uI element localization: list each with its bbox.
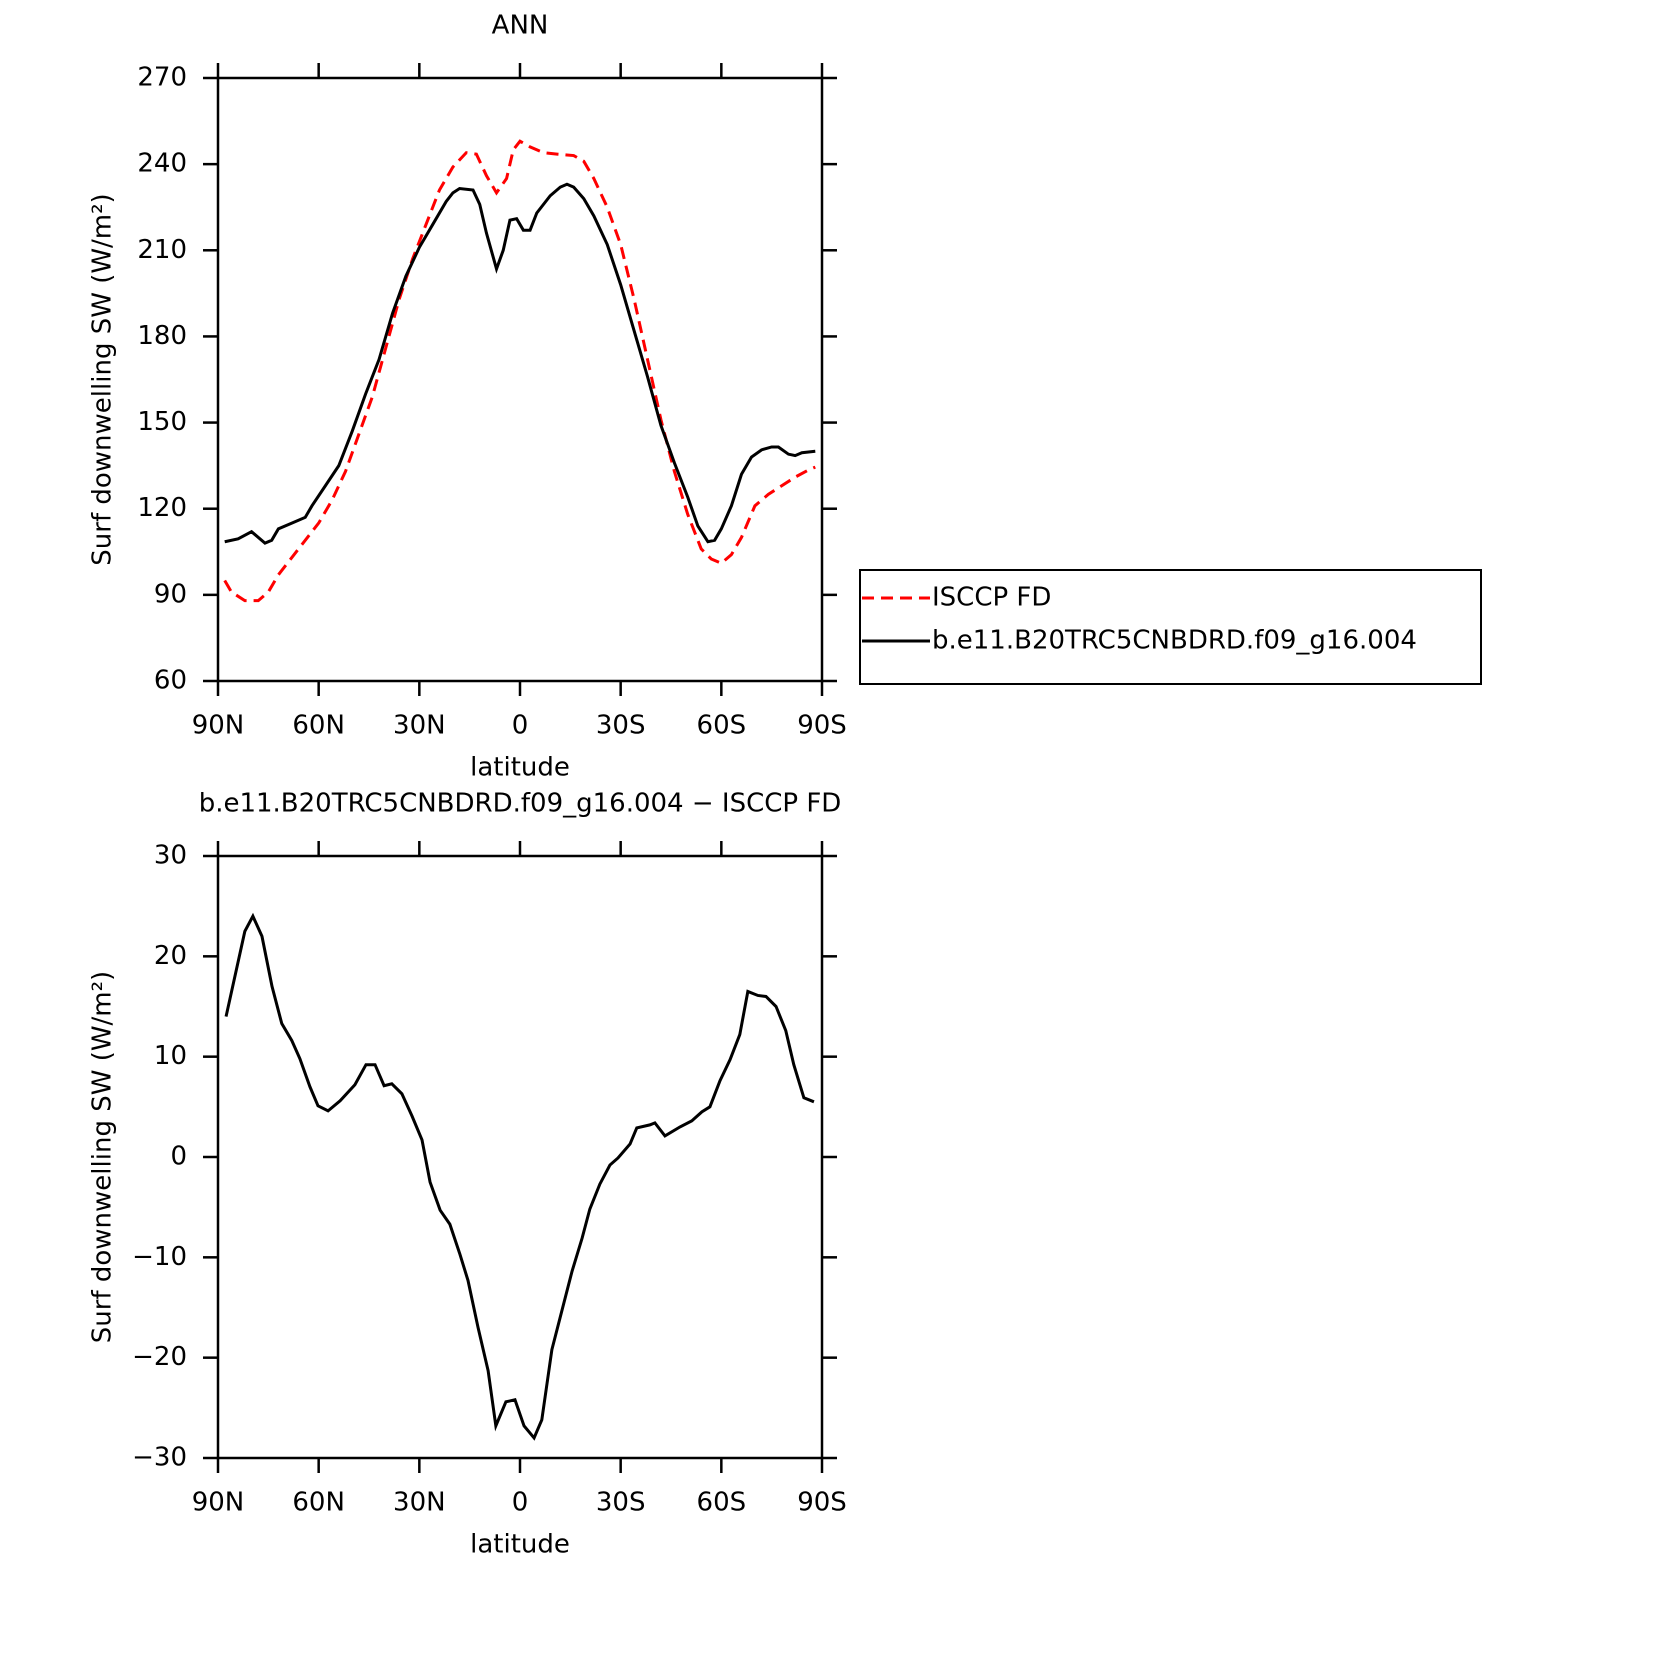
x-tick-label: 0 [512,711,529,741]
chart-title: b.e11.B20TRC5CNBDRD.f09_g16.004 − ISCCP … [199,789,842,819]
x-tick-label: 90S [797,711,847,741]
x-tick-label: 90S [797,1488,847,1518]
data-line [223,139,816,603]
x-tick-label: 60S [697,711,747,741]
y-tick-label: −30 [132,1443,187,1473]
y-tick-label: −10 [132,1242,187,1272]
chart-title: ANN [492,11,549,41]
x-tick-label: 60N [292,711,345,741]
y-tick-label: 120 [137,493,187,523]
x-tick-label: 30N [393,711,446,741]
y-tick-label: 210 [137,235,187,265]
x-axis-label: latitude [470,1530,570,1560]
y-tick-label: 270 [137,63,187,93]
plot-frame [216,854,824,1460]
y-tick-label: 150 [137,407,187,437]
y-tick-label: 10 [154,1041,187,1071]
legend-label: b.e11.B20TRC5CNBDRD.f09_g16.004 [932,626,1417,656]
y-tick-label: 60 [154,666,187,696]
plot-frame [216,76,824,683]
y-axis-label: Surf downwelling SW (W/m²) [88,193,118,565]
y-tick-label: 30 [154,841,187,871]
x-tick-label: 30S [596,711,646,741]
x-tick-label: 0 [512,1488,529,1518]
y-tick-label: 240 [137,149,187,179]
legend-label: ISCCP FD [932,583,1051,613]
x-tick-label: 60N [292,1488,345,1518]
x-axis-label: latitude [470,753,570,783]
y-tick-label: 20 [154,941,187,971]
y-tick-label: 90 [154,579,187,609]
y-tick-label: −20 [132,1342,187,1372]
y-tick-label: 0 [170,1142,187,1172]
x-tick-label: 30S [596,1488,646,1518]
y-axis-label: Surf downwelling SW (W/m²) [88,971,118,1343]
y-tick-label: 180 [137,321,187,351]
data-line [224,912,815,1441]
x-tick-label: 90N [192,1488,245,1518]
x-tick-label: 30N [393,1488,446,1518]
x-tick-label: 90N [192,711,245,741]
data-line [224,182,816,545]
legend-box [859,569,1482,685]
x-tick-label: 60S [697,1488,747,1518]
